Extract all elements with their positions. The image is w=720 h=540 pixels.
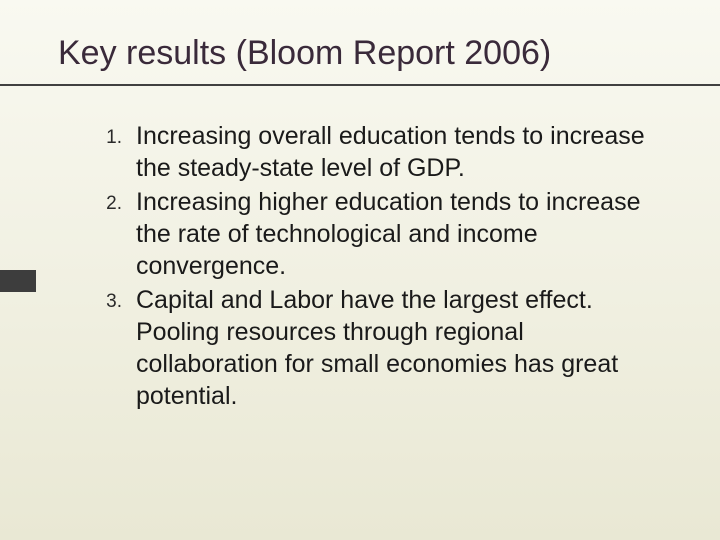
list-item: 2. Increasing higher education tends to … [88,186,668,282]
list-item: 3. Capital and Labor have the largest ef… [88,284,668,412]
list-marker: 3. [88,284,136,318]
accent-bar [0,270,36,292]
list-marker: 2. [88,186,136,220]
list-text: Increasing higher education tends to inc… [136,186,668,282]
slide: Key results (Bloom Report 2006) 1. Incre… [0,0,720,540]
list-text: Capital and Labor have the largest effec… [136,284,668,412]
list-item: 1. Increasing overall education tends to… [88,120,668,184]
title-underline [0,84,720,86]
list-marker: 1. [88,120,136,154]
list-text: Increasing overall education tends to in… [136,120,668,184]
slide-title: Key results (Bloom Report 2006) [58,34,551,73]
numbered-list: 1. Increasing overall education tends to… [88,120,668,414]
